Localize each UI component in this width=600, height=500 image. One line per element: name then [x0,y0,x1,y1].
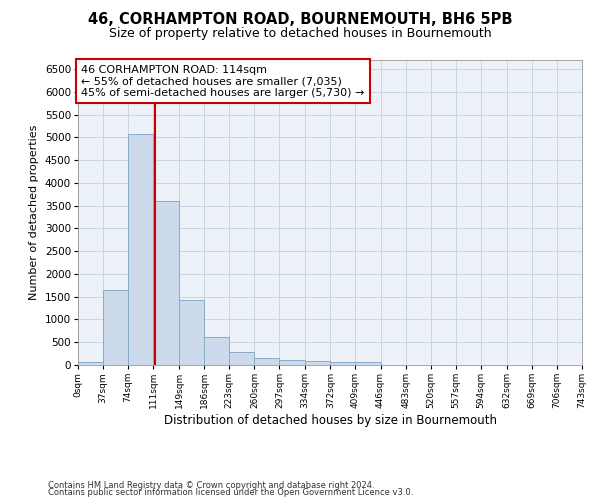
Bar [128,134,153,365]
Bar [153,201,179,365]
Text: Contains public sector information licensed under the Open Government Licence v3: Contains public sector information licen… [48,488,413,497]
X-axis label: Distribution of detached houses by size in Bournemouth: Distribution of detached houses by size … [163,414,497,427]
Text: 46, CORHAMPTON ROAD, BOURNEMOUTH, BH6 5PB: 46, CORHAMPTON ROAD, BOURNEMOUTH, BH6 5P… [88,12,512,28]
Text: Size of property relative to detached houses in Bournemouth: Size of property relative to detached ho… [109,28,491,40]
Bar [204,336,229,365]
Bar [229,352,254,365]
Bar [305,362,331,365]
Bar [254,358,280,365]
Bar [103,290,128,365]
Text: 46 CORHAMPTON ROAD: 114sqm
← 55% of detached houses are smaller (7,035)
45% of s: 46 CORHAMPTON ROAD: 114sqm ← 55% of deta… [82,64,365,98]
Bar [331,362,355,365]
Bar [355,362,380,365]
Bar [78,362,103,365]
Y-axis label: Number of detached properties: Number of detached properties [29,125,39,300]
Text: Contains HM Land Registry data © Crown copyright and database right 2024.: Contains HM Land Registry data © Crown c… [48,480,374,490]
Bar [179,300,204,365]
Bar [280,360,305,365]
